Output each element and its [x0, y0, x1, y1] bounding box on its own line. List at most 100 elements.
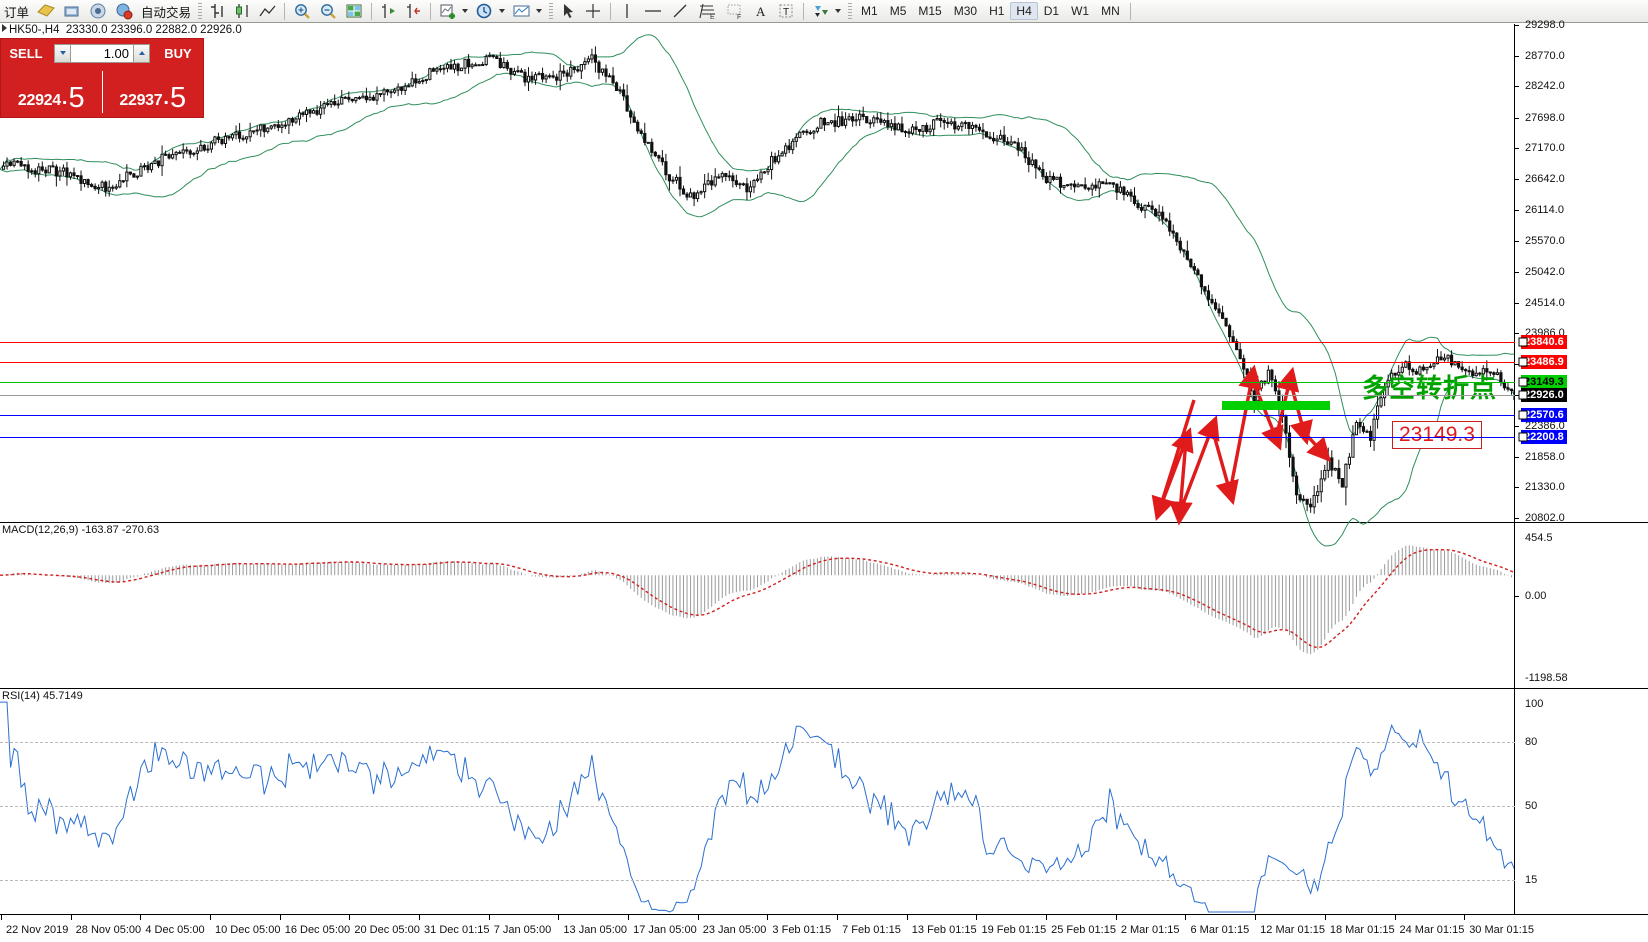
price-level-line[interactable]: [0, 341, 1515, 343]
price-axis[interactable]: 29298.0 28770.0 28242.0 27698.0 27170.0 26642…: [1514, 19, 1648, 914]
price-level-tag[interactable]: 23149.3: [1521, 374, 1567, 389]
ohlc-values: 23330.0 23396.0 22882.0 22926.0: [65, 24, 242, 36]
channel-icon[interactable]: F: [721, 1, 749, 21]
time-tick: [70, 915, 72, 920]
buy-price-fraction: 5: [169, 81, 187, 114]
symbol-label: HK50-,H4: [9, 24, 60, 36]
price-level-tag[interactable]: 23840.6: [1521, 334, 1567, 349]
templates-icon[interactable]: [509, 1, 535, 21]
tick-mark: [1515, 518, 1519, 519]
sell-button[interactable]: SELL: [9, 45, 43, 61]
cursor-icon[interactable]: [556, 1, 580, 21]
signal-icon[interactable]: [85, 1, 111, 21]
zoom-out-icon[interactable]: [315, 1, 341, 21]
macd-tick: -1198.58: [1525, 672, 1568, 684]
timeframe-m5[interactable]: M5: [889, 4, 907, 18]
time-tick: [488, 915, 490, 920]
time-tick: [349, 915, 351, 920]
price-level-handle[interactable]: [1518, 357, 1528, 367]
zoom-in-icon[interactable]: [289, 1, 315, 21]
objects-dropdown-icon[interactable]: [835, 9, 842, 13]
tick-mark: [1515, 117, 1519, 119]
collapse-icon[interactable]: [2, 24, 7, 32]
line-chart-icon[interactable]: [255, 1, 280, 21]
tick-mark: [1515, 596, 1519, 597]
price-level-line[interactable]: [0, 436, 1515, 438]
price-level-tag[interactable]: 23486.9: [1521, 355, 1567, 370]
toolbar-divider-2: [284, 2, 286, 20]
new-order-icon[interactable]: [33, 1, 59, 21]
price-level-line[interactable]: [0, 362, 1515, 364]
price-level-handle[interactable]: [1518, 410, 1528, 420]
timeframe-m1[interactable]: M1: [861, 4, 878, 18]
price-chart-pane[interactable]: [0, 24, 1515, 519]
label-icon[interactable]: T: [773, 1, 799, 21]
price-level-handle[interactable]: [1518, 432, 1528, 442]
hline-icon[interactable]: [639, 1, 667, 21]
timeframe-h4[interactable]: H4: [1010, 2, 1038, 20]
connect-icon[interactable]: [59, 1, 85, 21]
sell-price-integer: 22924: [17, 92, 61, 109]
add-indicator-dropdown-icon[interactable]: [462, 9, 469, 13]
time-tick: [767, 915, 769, 920]
trendline-icon[interactable]: [667, 1, 693, 21]
price-level-handle[interactable]: [1518, 377, 1528, 387]
text-icon[interactable]: A: [749, 1, 773, 21]
period-icon[interactable]: [472, 1, 498, 21]
time-label: 23 Jan 05:00: [702, 924, 767, 936]
period-dropdown-icon[interactable]: [499, 9, 506, 13]
tick-mark: [1515, 241, 1519, 243]
time-tick: [1185, 915, 1187, 920]
candle-chart-icon[interactable]: [230, 1, 255, 21]
one-click-trading-panel[interactable]: SELL 1.00 BUY 22924. 5 22937. 5: [0, 38, 204, 118]
vline-icon[interactable]: [615, 1, 639, 21]
time-label: 7 Feb 01:15: [842, 924, 901, 936]
price-level-line[interactable]: [0, 381, 1515, 383]
price-level-handle[interactable]: [1518, 337, 1528, 347]
macd-tick: 0.00: [1525, 590, 1547, 602]
autotrade-label[interactable]: 自动交易: [141, 5, 192, 20]
volume-up-icon[interactable]: [133, 43, 150, 63]
time-axis[interactable]: 22 Nov 2019 28 Nov 05:00 4 Dec 05:00 10 Dec…: [0, 914, 1648, 942]
price-level-line[interactable]: [0, 415, 1515, 417]
timeframe-w1[interactable]: W1: [1071, 4, 1090, 18]
data-window-icon[interactable]: [341, 1, 367, 21]
timeframe-m30[interactable]: M30: [953, 4, 978, 18]
price-tick: 25570.0: [1525, 235, 1565, 248]
volume-input[interactable]: 1.00: [71, 43, 133, 63]
price-level-tag[interactable]: 22570.6: [1521, 408, 1567, 423]
volume-down-icon[interactable]: [54, 43, 71, 63]
bar-chart-icon[interactable]: [205, 1, 230, 21]
time-label: 25 Feb 01:15: [1051, 924, 1116, 936]
timeframe-d1[interactable]: D1: [1043, 4, 1060, 18]
fibo-icon[interactable]: E: [693, 1, 721, 21]
autotrade-icon[interactable]: [111, 1, 137, 21]
rsi-gridline: [0, 742, 1515, 744]
templates-dropdown-icon[interactable]: [536, 9, 543, 13]
time-label: 4 Dec 05:00: [145, 924, 205, 936]
toolbar-divider-1: [198, 2, 203, 20]
macd-pane[interactable]: [0, 522, 1515, 687]
price-tick: 27170.0: [1525, 142, 1565, 155]
buy-price[interactable]: 22937. 5: [103, 67, 204, 117]
volume-stepper[interactable]: 1.00: [54, 43, 150, 63]
price-level-tag[interactable]: 22200.8: [1521, 429, 1567, 444]
crosshair-icon[interactable]: [580, 1, 606, 21]
toolbar-divider-5: [549, 2, 554, 20]
price-level-tag[interactable]: 22926.0: [1521, 387, 1567, 402]
price-level-line[interactable]: [0, 394, 1515, 396]
price-level-handle[interactable]: [1518, 390, 1528, 400]
macd-tick: 454.5: [1525, 532, 1553, 544]
orders-label[interactable]: 订单: [4, 5, 30, 20]
add-indicator-icon[interactable]: [435, 1, 461, 21]
sell-price[interactable]: 22924. 5: [1, 67, 102, 117]
timeframe-h1[interactable]: H1: [989, 4, 1005, 18]
timeframe-m15[interactable]: M15: [918, 4, 942, 18]
buy-button[interactable]: BUY: [164, 45, 192, 61]
price-tick: 21330.0: [1525, 481, 1565, 494]
objects-icon[interactable]: [808, 1, 834, 21]
auto-scroll-icon[interactable]: [401, 1, 426, 21]
time-tick: [1255, 915, 1257, 920]
shift-end-icon[interactable]: [376, 1, 401, 21]
timeframe-mn[interactable]: MN: [1101, 4, 1120, 18]
